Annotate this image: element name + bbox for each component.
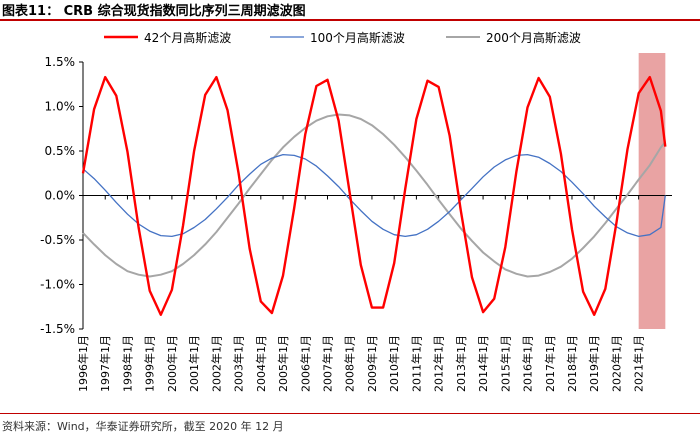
series-line-200m: [82, 113, 667, 278]
x-tick-label: 2010年1月: [387, 335, 401, 392]
x-tick-label: 2016年1月: [521, 335, 535, 392]
y-tick-label: 1.0%: [45, 100, 76, 114]
y-tick-label: -1.5%: [40, 322, 75, 336]
y-tick-label: 1.5%: [45, 55, 76, 69]
legend-label: 100个月高斯滤波: [310, 30, 405, 45]
x-tick-label: 2011年1月: [409, 335, 423, 392]
x-tick-label: 2005年1月: [276, 335, 290, 392]
x-tick-label: 2014年1月: [476, 335, 490, 392]
x-tick-label: 2001年1月: [187, 335, 201, 392]
x-tick-label: 2019年1月: [587, 335, 601, 392]
y-tick-label: 0.5%: [45, 144, 76, 158]
title-rule: [0, 19, 700, 21]
x-tick-label: 2013年1月: [454, 335, 468, 392]
x-tick-label: 2020年1月: [609, 335, 623, 392]
x-tick-label: 2012年1月: [432, 335, 446, 392]
x-tick-label: 2003年1月: [232, 335, 246, 392]
legend-layer: 42个月高斯滤波 100个月高斯滤波 200个月高斯滤波: [104, 30, 581, 45]
source-note: 资料来源：Wind，华泰证券研究所，截至 2020 年 12 月: [2, 420, 284, 433]
x-tick-label: 2017年1月: [543, 335, 557, 392]
source-rule: [0, 413, 700, 414]
x-tick-label: 2009年1月: [365, 335, 379, 392]
x-tick-label: 1997年1月: [98, 335, 112, 392]
y-tick-label: 0.0%: [45, 189, 76, 203]
highlight-band: [638, 53, 666, 329]
x-tick-label: 1998年1月: [120, 335, 134, 392]
x-tick-label: 2015年1月: [498, 335, 512, 392]
x-tick-label: 1999年1月: [143, 335, 157, 392]
legend-label: 42个月高斯滤波: [144, 30, 231, 45]
x-tick-label: 2006年1月: [298, 335, 312, 392]
legend-label: 200个月高斯滤波: [486, 30, 581, 45]
y-tick-label: -1.0%: [40, 278, 75, 292]
series-line-42m: [81, 75, 667, 316]
x-tick-label: 2004年1月: [254, 335, 268, 392]
series-layer: [81, 75, 667, 316]
y-tick-label: -0.5%: [40, 233, 75, 247]
x-tick-label: 2021年1月: [632, 335, 646, 392]
x-tick-label: 1996年1月: [76, 335, 90, 392]
highlight-layer: [638, 53, 666, 329]
axes-layer: 1.5% 1.0% 0.5% 0.0% -0.5% -1.0% -1.5%1996年1月 19…: [40, 55, 672, 392]
x-tick-label: 2002年1月: [209, 335, 223, 392]
figure-title: 图表11： CRB 综合现货指数同比序列三周期滤波图: [2, 4, 306, 19]
chart: 1.5% 1.0% 0.5% 0.0% -0.5% -1.0% -1.5%1996年1月 19…: [40, 30, 672, 392]
x-tick-label: 2018年1月: [565, 335, 579, 392]
x-tick-label: 2007年1月: [320, 335, 334, 392]
x-tick-label: 2008年1月: [343, 335, 357, 392]
x-tick-label: 2000年1月: [165, 335, 179, 392]
